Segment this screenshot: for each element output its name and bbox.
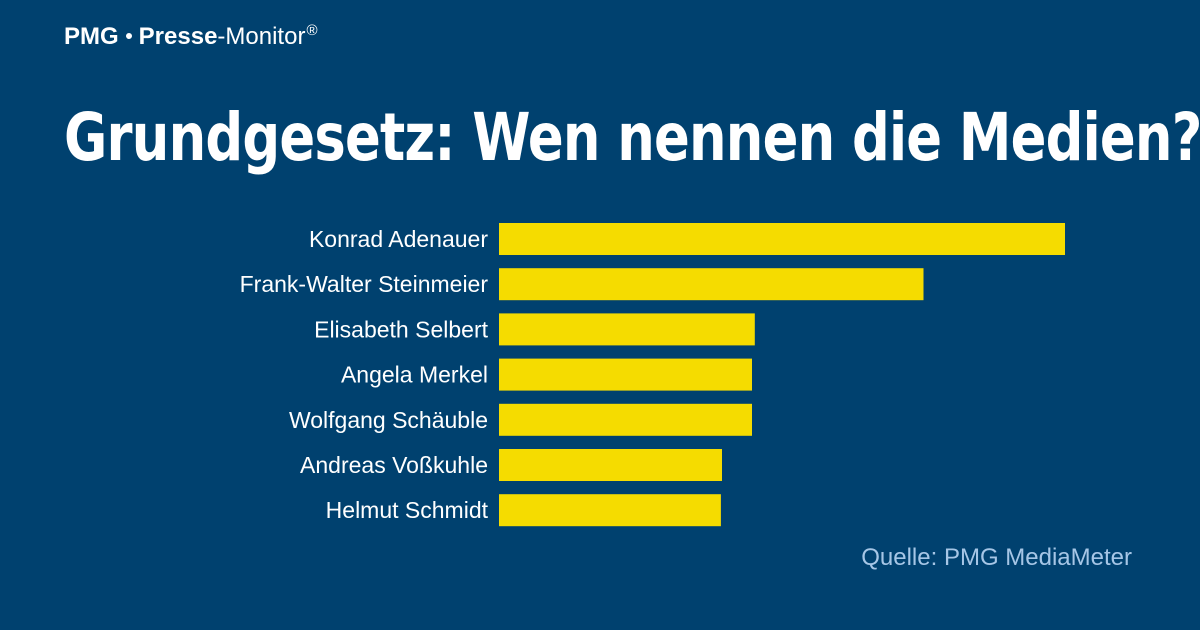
bar xyxy=(499,449,722,481)
logo-presse: Presse xyxy=(138,23,218,50)
bar xyxy=(499,223,1065,255)
bar xyxy=(499,268,924,301)
category-label: Konrad Adenauer xyxy=(309,226,488,252)
logo-registered-mark: ® xyxy=(306,22,318,39)
bar xyxy=(499,358,752,391)
category-label: Elisabeth Selbert xyxy=(314,316,488,342)
bar xyxy=(499,494,721,527)
logo-dot xyxy=(125,33,132,39)
logo-pmg: PMG xyxy=(64,23,119,50)
bar xyxy=(499,403,752,436)
source-note: Quelle: PMG MediaMeter xyxy=(861,544,1132,571)
chart-title: Grundgesetz: Wen nennen die Medien? xyxy=(64,99,1200,176)
category-label: Angela Merkel xyxy=(341,362,488,388)
brand-logo: PMG Presse -Monitor ® xyxy=(64,20,318,54)
bar xyxy=(499,313,755,346)
category-label: Frank-Walter Steinmeier xyxy=(240,271,489,297)
logo-monitor: -Monitor xyxy=(217,23,306,50)
category-label: Andreas Voßkuhle xyxy=(300,452,488,478)
category-label: Helmut Schmidt xyxy=(326,497,489,523)
category-label: Wolfgang Schäuble xyxy=(289,407,488,433)
